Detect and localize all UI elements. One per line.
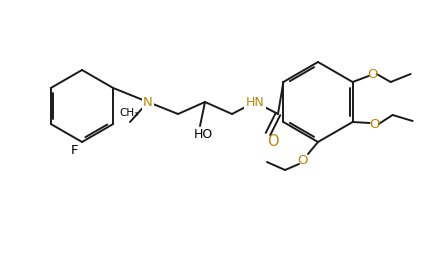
Text: O: O — [298, 153, 308, 167]
Text: N: N — [143, 96, 153, 108]
Text: O: O — [369, 118, 380, 131]
Text: O: O — [267, 134, 279, 149]
Text: F: F — [71, 145, 79, 157]
Text: CH₃: CH₃ — [120, 108, 138, 118]
Text: HN: HN — [246, 96, 264, 108]
Text: HO: HO — [194, 128, 212, 140]
Text: O: O — [367, 68, 378, 81]
